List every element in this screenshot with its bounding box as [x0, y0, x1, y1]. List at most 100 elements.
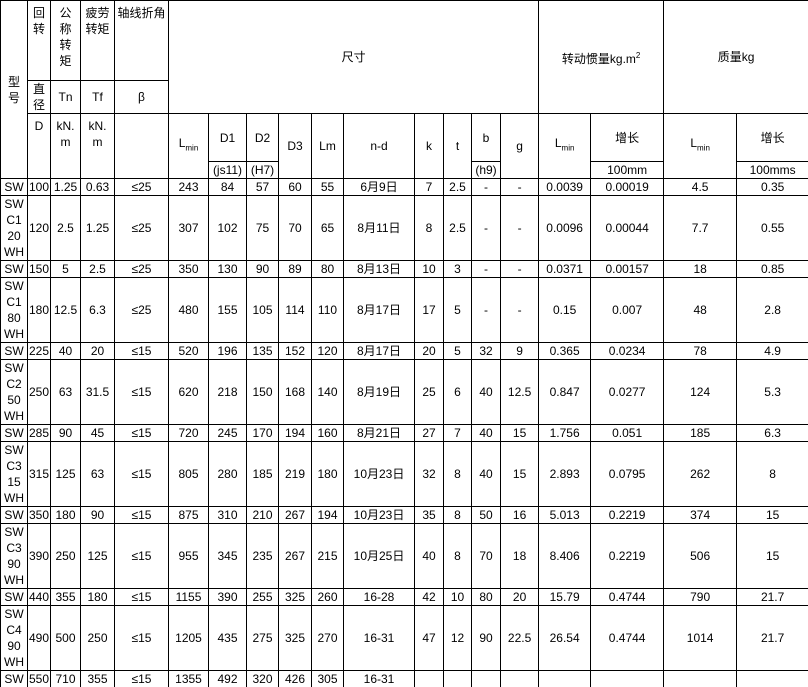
data-cell: 78 [663, 342, 738, 360]
data-cell: 1.756 [538, 424, 592, 442]
cell-text: 22.5 [507, 631, 532, 645]
data-cell: 7.7 [663, 195, 738, 261]
data-cell: 35 [414, 506, 444, 524]
data-cell: 75 [246, 195, 279, 261]
cell-text: 267 [284, 549, 306, 563]
data-cell: 325 [278, 605, 312, 671]
header-cell: 直径 [27, 80, 51, 114]
cell-text: 0.55 [760, 221, 785, 235]
cell-text: ≤25 [131, 262, 152, 276]
data-cell: 210 [246, 506, 279, 524]
data-cell: 26.54 [538, 605, 592, 671]
cell-text: 20 [512, 590, 527, 604]
cell-text: 235 [252, 549, 273, 563]
cell-text: SW [4, 508, 24, 522]
cell-text: (js11) [212, 163, 243, 177]
data-cell: 152 [278, 342, 312, 360]
cell-text: 500 [55, 631, 76, 645]
cell-text: 160 [317, 426, 338, 440]
cell-text: 21.7 [760, 590, 785, 604]
data-cell: 225 [27, 342, 51, 360]
cell-text: 3 [454, 262, 461, 276]
cell-text: n-d [370, 139, 388, 153]
cell-text: min [697, 143, 710, 153]
header-cell: 转动惯量kg.m2 [538, 0, 665, 114]
table-row: SWC180WH 180 12.5 6.3 ≤25 480 155 105 114 110 8月17… [0, 277, 808, 343]
cell-text: min [185, 143, 199, 153]
data-cell: 42 [414, 588, 444, 606]
data-cell: 21.7 [736, 605, 808, 671]
cell-text: D [34, 119, 44, 133]
cell-text: 40 [479, 426, 493, 440]
header-cell: D2 [246, 113, 279, 162]
cell-text: 1.25 [53, 180, 78, 194]
cell-text: 7 [425, 180, 433, 194]
cell-text: 16 [512, 508, 527, 522]
data-cell: SW [0, 260, 28, 278]
header-cell: 疲劳转矩 [80, 0, 115, 81]
cell-text: 0.007 [612, 303, 643, 317]
data-cell: 10月23日 [343, 506, 415, 524]
cell-text: D1 [219, 130, 236, 145]
data-cell: 2.8 [736, 277, 808, 343]
cell-text: 180 [55, 508, 76, 522]
cell-text: 90 [58, 426, 73, 440]
cell-text: 506 [690, 549, 711, 563]
cell-text: 125 [87, 549, 108, 563]
cell-text: 15 [512, 426, 527, 440]
cell-text: 105 [252, 303, 273, 317]
data-cell: 102 [208, 195, 247, 261]
cell-text: 194 [284, 426, 306, 440]
data-cell: ≤25 [114, 178, 169, 196]
cell-text: 135 [252, 344, 273, 358]
cell-text: 0.15 [552, 303, 577, 317]
cell-text: 5 [454, 344, 461, 358]
cell-text: 345 [217, 549, 238, 563]
data-cell: 27 [414, 424, 444, 442]
data-cell: 155 [208, 277, 247, 343]
data-cell: 16 [499, 506, 540, 524]
data-cell: 17 [414, 277, 444, 343]
empty-cell [499, 670, 540, 687]
data-cell: 250 [27, 359, 51, 425]
cell-text: 8 [769, 467, 776, 481]
cell-text: 8.406 [549, 549, 580, 563]
cell-text: 215 [317, 549, 338, 563]
cell-text: 185 [252, 467, 273, 481]
cell-text: 790 [690, 590, 711, 604]
cell-text: 0.0277 [608, 385, 646, 399]
cell-text: 27 [422, 426, 436, 440]
cell-text: - [517, 180, 522, 194]
data-cell: ≤15 [114, 342, 169, 360]
cell-text: 2.5 [57, 221, 74, 235]
cell-text: 100mm [607, 163, 648, 177]
data-cell: 320 [246, 670, 279, 687]
cell-text: 12 [450, 631, 465, 645]
data-cell: 180 [311, 441, 344, 507]
cell-text: SW [4, 590, 24, 604]
cell-text: 0.0039 [546, 180, 583, 194]
data-cell: 2.893 [538, 441, 592, 507]
header-cell: D1 [208, 113, 247, 162]
cell-text: 10 [450, 590, 465, 604]
cell-text: ≤15 [131, 426, 152, 440]
data-cell: 180 [80, 588, 115, 606]
data-cell: 345 [208, 523, 247, 589]
data-cell: ≤15 [114, 670, 169, 687]
cell-text: 492 [217, 672, 238, 686]
cell-text: 2.893 [549, 467, 580, 481]
cell-text: 8 [454, 549, 461, 563]
cell-text: 47 [422, 631, 436, 645]
cell-text: SW [4, 672, 24, 686]
data-cell: 10 [443, 588, 472, 606]
data-cell: 57 [246, 178, 279, 196]
data-cell: 490 [27, 605, 51, 671]
cell-text: b [482, 130, 490, 145]
data-cell: 110 [311, 277, 344, 343]
data-cell: SW [0, 506, 28, 524]
cell-text: 8月17日 [356, 344, 402, 358]
cell-text: 350 [29, 508, 50, 522]
cell-text: 225 [29, 344, 50, 358]
cell-text: 15 [765, 549, 780, 563]
